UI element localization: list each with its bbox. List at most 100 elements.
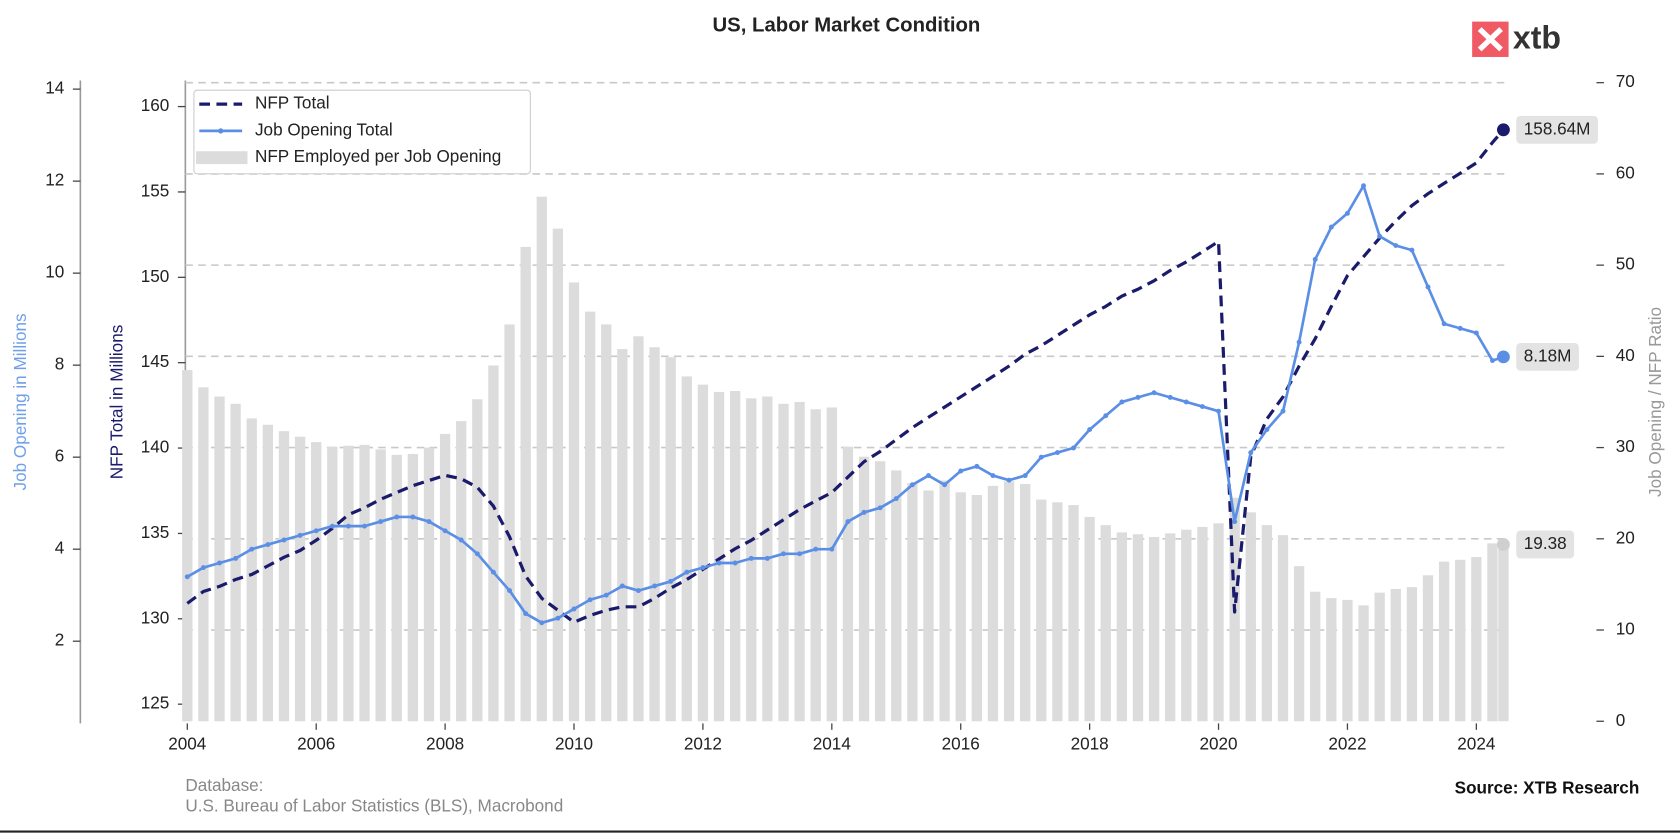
bar (1213, 523, 1224, 722)
end-label-box (1516, 342, 1579, 371)
bar (423, 447, 435, 722)
line-marker (410, 514, 416, 520)
line-marker (571, 606, 577, 612)
line-marker (813, 546, 819, 552)
legend-label: NFP Employed per Job Opening (255, 146, 501, 166)
line-marker (797, 551, 803, 557)
y-tick-label: 125 (141, 693, 170, 713)
line-marker (1328, 224, 1334, 230)
bar (1358, 605, 1369, 722)
bar (504, 324, 515, 722)
end-value-label: 8.18M (1524, 345, 1572, 365)
line-marker (265, 542, 271, 548)
line-marker (1199, 404, 1205, 410)
line-marker (603, 592, 609, 598)
line-marker (1022, 473, 1028, 479)
line-marker (1167, 394, 1173, 400)
y2-tick-label: 10 (1616, 619, 1635, 639)
bar (214, 396, 225, 722)
line-marker (1377, 233, 1383, 239)
line-marker (1183, 399, 1189, 405)
bar (1438, 561, 1450, 722)
line-marker (184, 574, 190, 580)
x-tick-label: 2020 (1199, 733, 1237, 753)
logo-text: xtb (1513, 19, 1561, 55)
y-tick-label: 160 (141, 95, 170, 115)
y3-tick-label: 2 (55, 630, 65, 650)
line-marker (732, 560, 738, 566)
line-marker (490, 569, 496, 575)
bar (407, 453, 419, 722)
line-marker (458, 537, 464, 543)
end-marker (1496, 123, 1510, 137)
bar (891, 470, 902, 722)
y-axis-label: NFP Total in Millions (106, 325, 126, 480)
bar (907, 483, 918, 722)
line-marker (1264, 427, 1270, 433)
line-marker (974, 463, 980, 469)
bar (359, 444, 370, 722)
line-marker (1393, 243, 1399, 249)
bar (278, 431, 290, 722)
bar (1245, 512, 1256, 722)
legend-box (193, 89, 531, 175)
y2-tick-label: 40 (1616, 345, 1635, 365)
line-marker (523, 611, 529, 617)
line-marker (394, 514, 400, 520)
bar (294, 436, 306, 722)
bar (697, 384, 709, 722)
end-value-label: 158.64M (1524, 118, 1591, 138)
end-label-box (1516, 530, 1575, 559)
line-marker (764, 555, 770, 561)
bar (729, 391, 741, 722)
y2-tick-label: 30 (1616, 436, 1635, 456)
bar (778, 403, 789, 722)
line-marker (1216, 408, 1221, 414)
bar (1052, 502, 1063, 722)
end-label-box (1516, 115, 1598, 144)
bar (1342, 599, 1353, 722)
line-marker (378, 519, 384, 525)
line-marker (539, 620, 545, 626)
y3-tick-label: 10 (45, 262, 64, 282)
line-marker (1441, 321, 1447, 327)
bar (520, 246, 531, 722)
line-marker (1232, 519, 1238, 525)
line-marker (1103, 413, 1109, 419)
bar (842, 446, 854, 722)
line-marker (1344, 210, 1350, 216)
line-marker (426, 519, 432, 525)
bar (665, 357, 676, 722)
line-marker (1135, 394, 1141, 400)
bar (1261, 525, 1273, 722)
line-marker (1280, 408, 1286, 414)
y2-tick-label: 70 (1616, 71, 1635, 91)
bar (875, 461, 886, 722)
line-marker (297, 532, 303, 538)
line-marker (329, 523, 335, 529)
x-tick-label: 2022 (1328, 733, 1366, 753)
line-marker (652, 583, 658, 589)
bar (1148, 536, 1160, 722)
y2-tick-label: 60 (1616, 162, 1635, 182)
bar (1293, 566, 1305, 722)
bar (810, 409, 821, 722)
line-marker (1054, 450, 1060, 456)
x-tick-label: 2018 (1071, 733, 1109, 753)
x-tick-label: 2008 (426, 733, 464, 753)
line-marker (442, 528, 448, 534)
x-tick-label: 2006 (297, 733, 335, 753)
bar (1277, 535, 1289, 722)
bar (536, 196, 547, 722)
bar (1181, 529, 1192, 722)
bar (649, 347, 660, 722)
x-tick-label: 2010 (555, 733, 593, 753)
line-marker (345, 523, 351, 529)
bar (1084, 516, 1095, 722)
bar (858, 456, 870, 722)
legend: NFP Total Job Opening Total NFP Employed p… (193, 89, 531, 175)
line-marker (684, 569, 690, 575)
end-value-label: 19.38 (1524, 533, 1567, 553)
line-marker (1312, 256, 1318, 262)
